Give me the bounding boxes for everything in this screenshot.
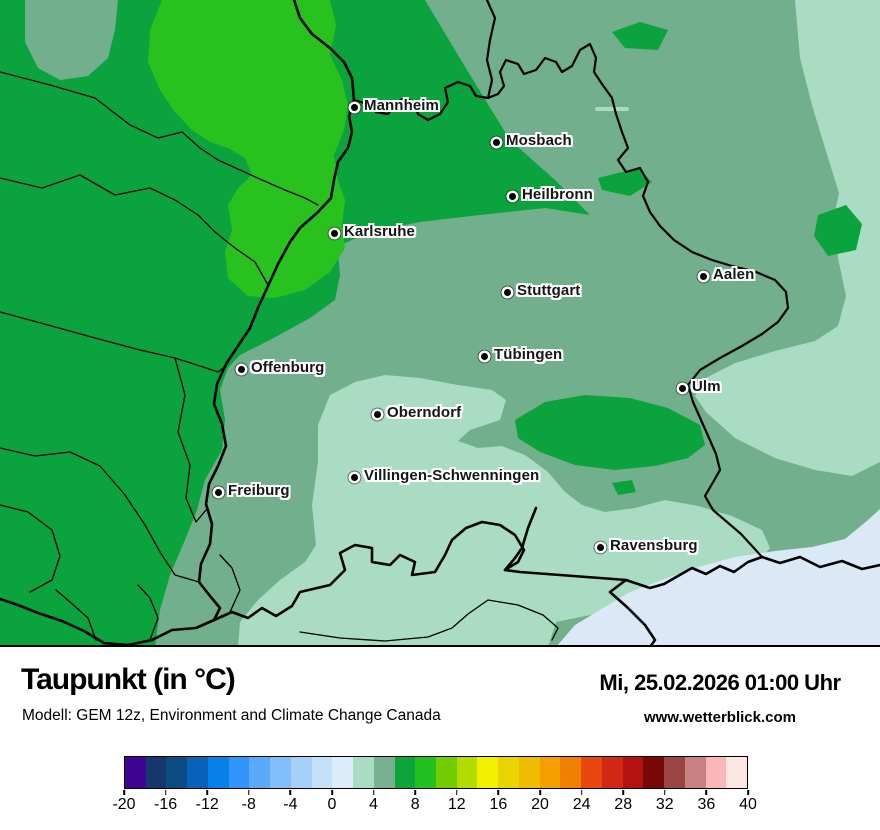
region-mint-south	[238, 375, 770, 647]
border-schaffhausen-spur	[503, 506, 538, 572]
colorbar-tick	[289, 790, 292, 795]
colorbar-segment	[332, 757, 354, 788]
page-title: Taupunkt (in °C)	[21, 663, 236, 696]
colorbar-segment	[477, 757, 499, 788]
colorbar-tick-label: 24	[572, 796, 591, 813]
colorbar-segment	[684, 757, 706, 788]
region-paleblue-bodensee	[556, 509, 880, 647]
colorbar-tick	[539, 790, 541, 795]
colorbar-segment	[664, 757, 685, 788]
colorbar-segment	[270, 757, 291, 788]
colorbar-segment	[518, 757, 540, 788]
colorbar-tick-label: 16	[489, 796, 508, 813]
colorbar-tick-label: -12	[195, 796, 219, 813]
colorbar-segment	[560, 757, 582, 788]
website-label: www.wetterblick.com	[644, 709, 796, 726]
colorbar-tick	[622, 790, 624, 795]
colorbar-segment	[456, 757, 478, 788]
colorbar-segment	[187, 757, 208, 788]
colorbar-segment	[207, 757, 229, 788]
colorbar-tick-label: 36	[697, 796, 716, 813]
colorbar-segment	[726, 757, 748, 788]
colorbar-segment	[145, 757, 167, 788]
colorbar-segment	[705, 757, 727, 788]
colorbar-tick	[497, 790, 500, 795]
colorbar-segment	[436, 757, 457, 788]
model-info: Modell: GEM 12z, Environment and Climate…	[22, 707, 441, 724]
colorbar-tick-label: 4	[369, 796, 379, 813]
region-sage-topleft	[25, 0, 118, 80]
region-green-patch-small-south	[612, 480, 636, 495]
border-hessen-spur	[485, 0, 497, 100]
colorbar-tick	[331, 790, 333, 795]
border-konstanz-spur	[608, 578, 657, 647]
colorbar-segment	[643, 757, 665, 788]
colorbar-segment	[498, 757, 519, 788]
colorbar-tick-label: -16	[154, 796, 178, 813]
colorbar-segment	[353, 757, 374, 788]
region-mint-east	[695, 0, 880, 476]
colorbar-tick-label: 8	[410, 796, 420, 813]
colorbar-tick-label: 12	[447, 796, 466, 813]
colorbar-segment	[125, 757, 146, 788]
colorbar-tick-label: 20	[531, 796, 549, 813]
colorbar-tick	[123, 790, 125, 795]
borders-internal	[0, 71, 559, 642]
colorbar-segment	[228, 757, 250, 788]
colorbar-tick	[580, 790, 583, 795]
colorbar-tick	[164, 790, 167, 795]
colorbar-segment	[166, 757, 188, 788]
colorbar-segment	[311, 757, 333, 788]
border-swiss-south	[212, 520, 764, 622]
colorbar-segment	[539, 757, 561, 788]
colorbar-tick-label: -4	[283, 796, 298, 813]
border-rhine-west	[0, 0, 356, 647]
colorbar-tick-label: 32	[655, 796, 674, 813]
colorbar-segment	[415, 757, 437, 788]
colorbar-tick	[747, 790, 749, 795]
footer-right-block: Mi, 25.02.2026 01:00 Uhr www.wetterblick…	[565, 670, 875, 726]
colorbar-segment	[290, 757, 312, 788]
datetime-label: Mi, 25.02.2026 01:00 Uhr	[599, 670, 841, 695]
colorbar-tick-label: 28	[614, 796, 633, 813]
colorbar-tick	[206, 790, 208, 795]
colorbar-tick-label: -20	[112, 796, 136, 813]
colorbar	[124, 756, 748, 789]
colorbar-tick	[456, 790, 458, 795]
weather-map	[0, 0, 880, 647]
colorbar-segment	[249, 757, 271, 788]
footer: Taupunkt (in °C) Modell: GEM 12z, Enviro…	[0, 647, 880, 830]
borders	[0, 0, 880, 647]
colorbar-segment	[373, 757, 395, 788]
colorbar-ticks: -20 -16 -12 -8 -4 0 4 8 12 16 20 24 28 32 36 40	[112, 789, 757, 829]
colorbar-segment	[581, 757, 602, 788]
colorbar-tick	[705, 790, 708, 795]
border-austria-east	[760, 555, 880, 571]
colorbar-tick	[414, 790, 416, 795]
region-green-patch-east-edge	[814, 205, 862, 256]
lake-stripe	[595, 107, 629, 111]
region-green-patch-south-of-stuttgart	[515, 395, 705, 470]
map-area: Mannheim Mosbach Heilbronn Karlsruhe Stuttga…	[0, 0, 880, 647]
colorbar-segment	[394, 757, 416, 788]
colorbar-segment	[622, 757, 644, 788]
colorbar-tick-label: -8	[241, 796, 256, 813]
colorbar-tick-label: 40	[739, 796, 757, 813]
colorbar-tick-label: 0	[327, 796, 337, 813]
region-green-patch-northeast-1	[612, 22, 668, 50]
border-north-bavaria	[352, 42, 790, 559]
colorbar-tick	[664, 790, 666, 795]
region-green-patch-northeast-2	[598, 168, 652, 196]
colorbar-tick	[372, 790, 375, 795]
region-bright-green-northwest	[148, 0, 348, 298]
colorbar-segment	[601, 757, 623, 788]
colorbar-tick	[248, 790, 250, 795]
